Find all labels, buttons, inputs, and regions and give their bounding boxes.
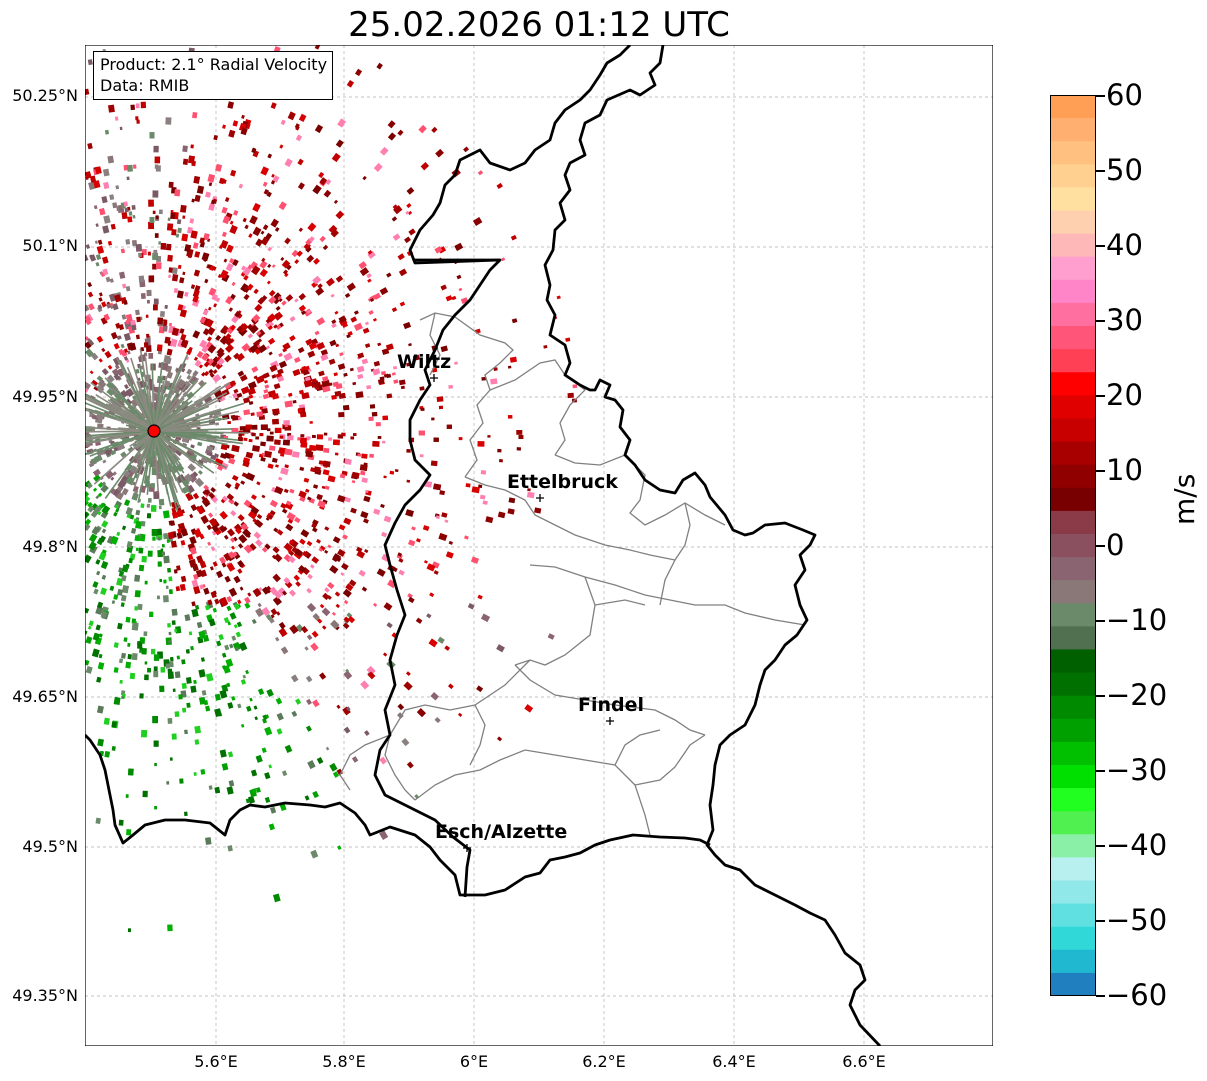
colorbar-tick (1096, 170, 1105, 172)
colorbar-segment (1050, 926, 1096, 951)
colorbar-tick (1096, 695, 1105, 697)
city-label-esch: Esch/Alzette (435, 821, 568, 843)
colorbar-segment (1050, 187, 1096, 212)
lat-label: 49.35°N (12, 986, 78, 1005)
colorbar-segment (1050, 718, 1096, 743)
colorbar-tick (1096, 470, 1105, 472)
colorbar-segment (1050, 510, 1096, 535)
colorbar-tick (1096, 770, 1105, 772)
city-markers (430, 374, 614, 852)
colorbar-segment (1050, 441, 1096, 466)
lon-label: 6.4°E (712, 1052, 756, 1071)
colorbar-segment (1050, 857, 1096, 882)
colorbar-tick-label: 20 (1106, 378, 1143, 412)
colorbar-tick-label: 0 (1106, 528, 1125, 562)
colorbar-frame (1050, 95, 1096, 996)
colorbar-segment (1050, 626, 1096, 651)
city-label-ettelbruck: Ettelbruck (507, 471, 618, 493)
map-title: 25.02.2026 01:12 UTC (348, 5, 730, 45)
colorbar-tick-label: −20 (1106, 678, 1168, 712)
colorbar-segment (1050, 233, 1096, 258)
colorbar-segment (1050, 164, 1096, 189)
lon-label: 5.6°E (194, 1052, 238, 1071)
colorbar-segment (1050, 764, 1096, 789)
city-label-wiltz: Wiltz (397, 351, 452, 373)
colorbar-segment (1050, 533, 1096, 558)
colorbar-segment (1050, 464, 1096, 489)
colorbar-tick-label: −30 (1106, 753, 1168, 787)
colorbar-segment (1050, 487, 1096, 512)
radar-velocity-pixels (85, 45, 578, 933)
colorbar-tick (1096, 620, 1105, 622)
colorbar-segment (1050, 672, 1096, 697)
colorbar-tick (1096, 395, 1105, 397)
gridlines (85, 45, 993, 1046)
colorbar-segment (1050, 903, 1096, 928)
lon-label: 6.6°E (842, 1052, 886, 1071)
colorbar-tick (1096, 995, 1105, 997)
colorbar-tick-label: 10 (1106, 453, 1143, 487)
map-background (85, 45, 993, 1046)
colorbar-segment (1050, 349, 1096, 373)
colorbar-segment (1050, 695, 1096, 720)
product-label: Product: 2.1° Radial Velocity (100, 55, 328, 74)
colorbar-segment (1050, 649, 1096, 674)
lon-label: 6.2°E (582, 1052, 626, 1071)
colorbar-tick (1096, 920, 1105, 922)
country-borders (85, 45, 882, 1046)
colorbar-segment (1050, 395, 1096, 420)
colorbar-segment (1050, 326, 1096, 350)
colorbar-tick-label: 50 (1106, 153, 1143, 187)
colorbar-tick (1096, 320, 1105, 322)
data-source-label: Data: RMIB (100, 76, 190, 95)
colorbar-segment (1050, 949, 1096, 974)
colorbar-tick (1096, 545, 1105, 547)
colorbar-tick-label: −50 (1106, 903, 1168, 937)
colorbar-tick-label: 40 (1106, 228, 1143, 262)
radar-map[interactable] (85, 45, 993, 1046)
colorbar-segment (1050, 95, 1096, 119)
colorbar-segment (1050, 834, 1096, 858)
lat-label: 49.8°N (22, 537, 78, 556)
colorbar-tick-label: 30 (1106, 303, 1143, 337)
city-label-findel: Findel (578, 694, 645, 716)
velocity-colorbar (1050, 95, 1096, 996)
lat-label: 50.1°N (22, 236, 78, 255)
colorbar-tick-label: −10 (1106, 603, 1168, 637)
colorbar-segment (1050, 418, 1096, 443)
lon-label: 6°E (459, 1052, 489, 1071)
product-info-box: Product: 2.1° Radial Velocity Data: RMIB (93, 51, 334, 100)
colorbar-segment (1050, 972, 1096, 996)
colorbar-segment (1050, 603, 1096, 627)
colorbar-segment (1050, 302, 1096, 327)
colorbar-segment (1050, 118, 1096, 142)
colorbar-segment (1050, 141, 1096, 165)
lat-label: 50.25°N (12, 86, 78, 105)
colorbar-tick-label: 60 (1106, 78, 1143, 112)
radar-site-marker[interactable] (147, 424, 161, 438)
map-canvas[interactable] (85, 45, 993, 1046)
colorbar-tick-label: −40 (1106, 828, 1168, 862)
colorbar-segment (1050, 372, 1096, 396)
colorbar-segment (1050, 580, 1096, 604)
lat-label: 49.95°N (12, 387, 78, 406)
canton-borders (339, 312, 806, 836)
colorbar-segment (1050, 741, 1096, 766)
colorbar-segment (1050, 279, 1096, 304)
lat-label: 49.65°N (12, 687, 78, 706)
colorbar-tick (1096, 95, 1105, 97)
colorbar-tick (1096, 245, 1105, 247)
colorbar-segment (1050, 880, 1096, 905)
colorbar-unit-label: m/s (1168, 473, 1201, 525)
colorbar-segment (1050, 210, 1096, 235)
colorbar-tick (1096, 845, 1105, 847)
colorbar-segment (1050, 788, 1096, 812)
colorbar-segment (1050, 811, 1096, 835)
colorbar-tick-label: −60 (1106, 978, 1168, 1012)
colorbar-segment (1050, 557, 1096, 581)
colorbar-segment (1050, 256, 1096, 281)
lon-label: 5.8°E (322, 1052, 366, 1071)
lat-label: 49.5°N (22, 837, 78, 856)
